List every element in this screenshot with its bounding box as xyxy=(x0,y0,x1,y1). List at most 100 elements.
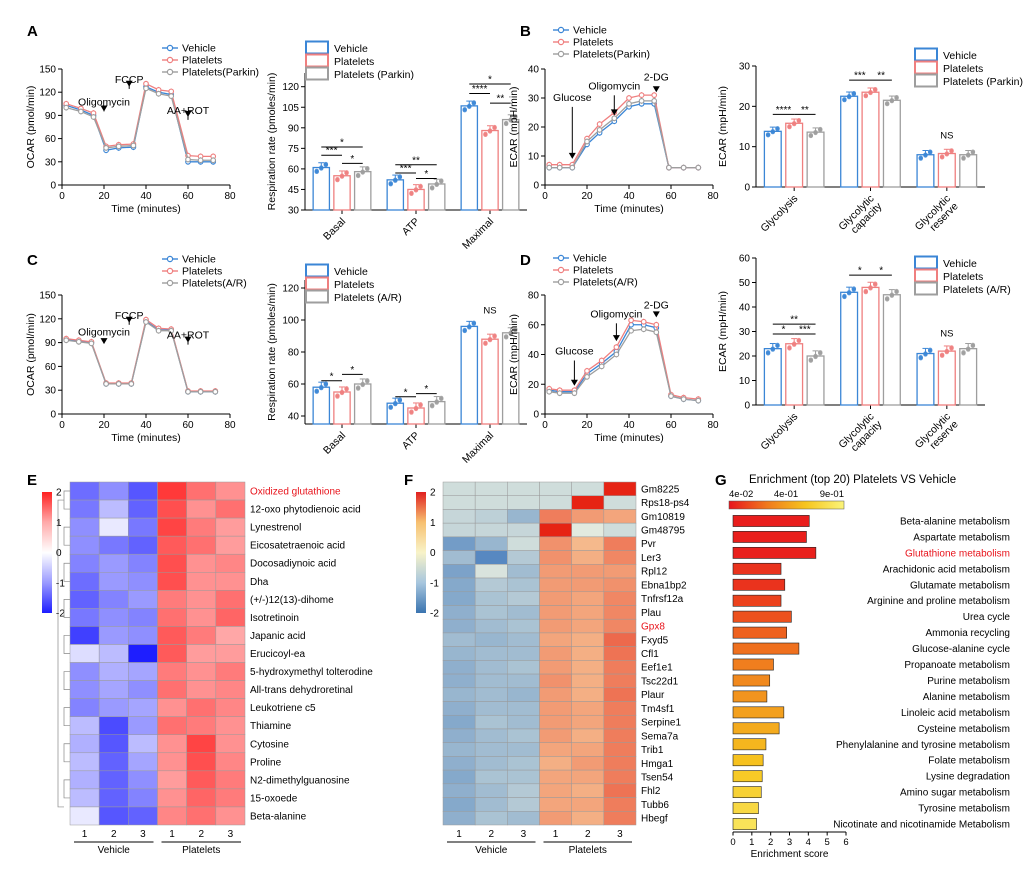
heatmap-cell xyxy=(128,499,158,519)
heatmap-cell xyxy=(474,646,508,661)
group-label: Platelets xyxy=(182,845,220,856)
data-point xyxy=(961,350,966,355)
heatmap-cell xyxy=(69,680,100,699)
data-point xyxy=(413,405,419,411)
y-axis-label: ECAR (mpH/min) xyxy=(717,86,729,167)
group-label: Vehicle xyxy=(98,845,131,856)
data-point xyxy=(323,381,329,386)
series-line xyxy=(549,324,699,402)
x-tick-label: 1 xyxy=(749,837,754,848)
legend-marker xyxy=(166,267,174,275)
significance-label: ** xyxy=(877,71,885,82)
data-point xyxy=(884,296,890,301)
chart-title: Enrichment (top 20) Platelets VS Vehicle xyxy=(749,474,956,486)
row-label: Tubb6 xyxy=(641,800,669,811)
bar xyxy=(882,294,901,406)
bar-label: Ammonia recycling xyxy=(926,628,1010,639)
heatmap-cell xyxy=(603,577,637,593)
legend-marker xyxy=(557,50,565,58)
significance-label: NS xyxy=(940,328,953,339)
data-point xyxy=(966,152,971,157)
data-point xyxy=(344,386,349,391)
heatmap-cell xyxy=(442,495,476,510)
x-tick-label: 80 xyxy=(224,191,236,202)
heatmap-cell xyxy=(157,535,187,555)
heatmap-cell xyxy=(474,687,508,702)
heatmap-e: Oxidized glutathione 12-oxo phytodienoic … xyxy=(42,481,373,856)
data-point xyxy=(651,92,658,98)
heatmap-cell xyxy=(507,660,540,675)
y-tick-label: 80 xyxy=(528,291,540,302)
row-label: Dha xyxy=(250,577,269,588)
data-point xyxy=(115,381,122,387)
panel-label-c: C xyxy=(27,252,38,269)
data-point xyxy=(483,340,488,346)
row-label: Gm8225 xyxy=(641,484,680,495)
heatmap-cell xyxy=(69,698,100,717)
significance-label: *** xyxy=(400,164,412,175)
heatmap-cell xyxy=(603,632,637,647)
row-label: Hbegf xyxy=(641,814,668,825)
data-point xyxy=(596,121,603,127)
row-label: Fxyd5 xyxy=(641,635,669,646)
heatmap-cell xyxy=(157,698,187,717)
y-tick-label: 120 xyxy=(39,314,56,325)
y-tick-label: 90 xyxy=(45,111,57,122)
y-tick-label: 10 xyxy=(739,376,751,387)
data-point xyxy=(418,183,423,189)
heatmap-cell xyxy=(186,644,217,663)
data-point xyxy=(143,80,149,87)
heatmap-cell xyxy=(571,687,605,702)
annotation-label: AA+ROT xyxy=(167,330,210,342)
heatmap-cell xyxy=(98,698,129,717)
data-point xyxy=(939,154,945,159)
y-tick-label: 80 xyxy=(288,348,300,359)
bar xyxy=(732,690,768,703)
heatmap-cell xyxy=(539,577,572,593)
column-label: 3 xyxy=(140,829,146,840)
data-point xyxy=(666,164,672,171)
heatmap-cell xyxy=(539,714,572,730)
panel-label-b: B xyxy=(520,23,531,40)
heatmap-cell xyxy=(69,481,100,501)
category-label: Glycolyticcapacity xyxy=(836,192,885,241)
legend-swatch xyxy=(305,40,329,55)
bar-label: Beta-alanine metabolism xyxy=(900,516,1010,527)
arrow-head xyxy=(100,338,108,345)
heatmap-cell xyxy=(98,590,129,609)
heatmap-cell xyxy=(186,553,217,573)
data-point xyxy=(923,152,928,157)
bar-chart-a2: 30 45 60 75 90 105 120 Respiration rate (pmoles… xyxy=(266,40,527,252)
heatmap-cell xyxy=(215,608,246,627)
heatmap-cell xyxy=(157,662,187,681)
heatmap-cell xyxy=(128,608,158,627)
x-axis-label: Time (minutes) xyxy=(594,432,664,444)
data-point xyxy=(626,95,632,101)
y-tick-label: 60 xyxy=(288,380,300,391)
data-point xyxy=(970,342,976,348)
y-tick-label: 50 xyxy=(739,278,751,289)
bar xyxy=(732,658,774,671)
data-point xyxy=(471,100,477,105)
y-axis-label: Respiration rate (pmoles/min) xyxy=(266,73,278,211)
y-tick-label: 40 xyxy=(288,412,300,423)
category-label: ATP xyxy=(400,216,422,238)
heatmap-cell xyxy=(215,788,246,808)
column-label: 1 xyxy=(169,829,175,840)
significance-label: *** xyxy=(799,324,811,335)
bar xyxy=(840,95,859,188)
heatmap-cell xyxy=(603,811,637,826)
bar-label: Alanine metabolism xyxy=(923,692,1010,703)
bar xyxy=(481,129,499,211)
y-axis-label: OCAR (pmol/min) xyxy=(25,86,37,169)
column-label: 1 xyxy=(553,829,559,840)
x-tick-label: 4 xyxy=(806,837,811,848)
heatmap-cell xyxy=(128,806,158,826)
bar xyxy=(785,122,804,188)
data-point xyxy=(571,390,578,397)
legend-marker xyxy=(557,26,565,34)
column-label: 2 xyxy=(111,829,117,840)
heatmap-cell xyxy=(157,680,187,699)
data-point xyxy=(471,320,477,325)
